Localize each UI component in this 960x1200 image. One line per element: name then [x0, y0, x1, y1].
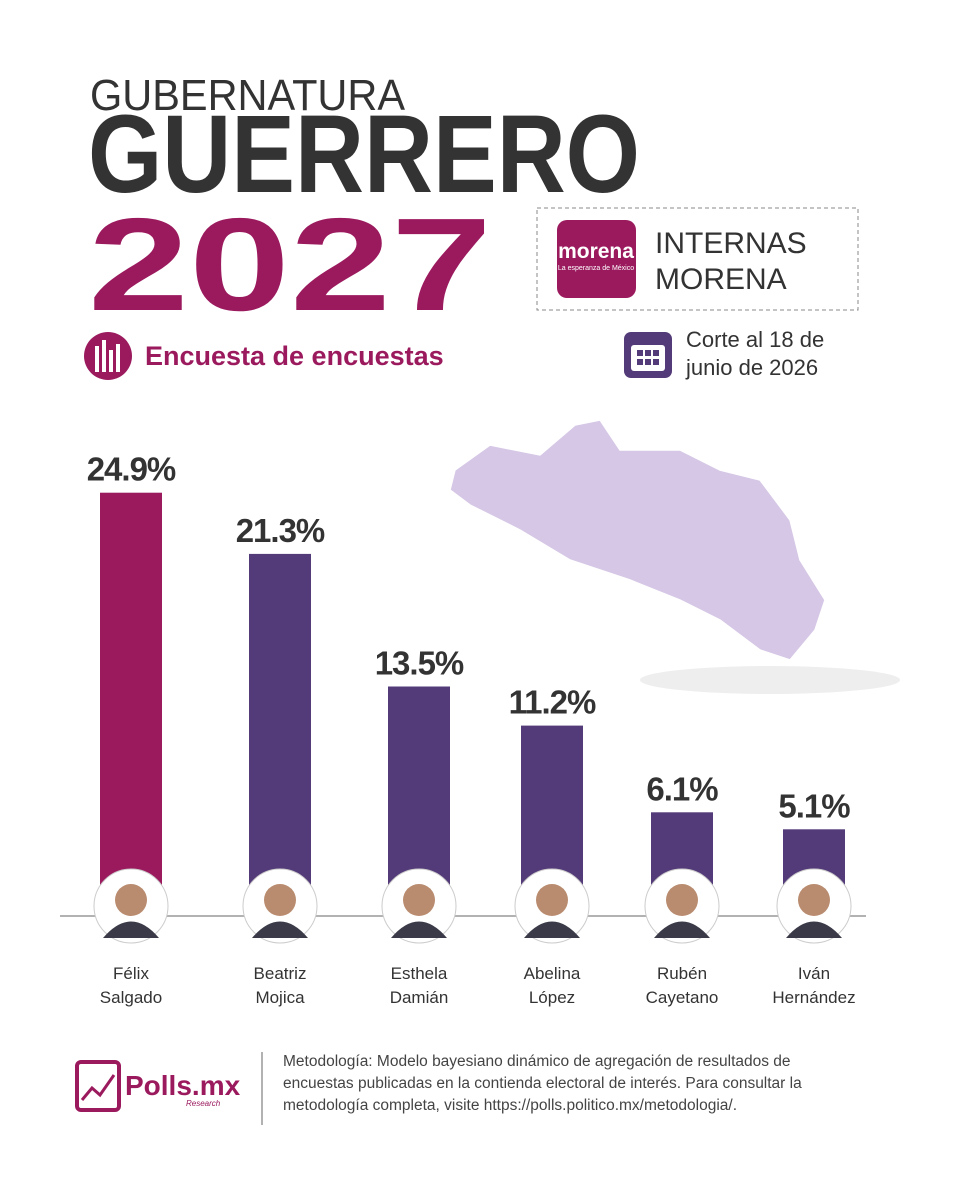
candidate-photo-body [786, 921, 842, 938]
methodology: Metodología: Modelo bayesiano dinámico d… [283, 1053, 802, 1114]
morena-tagline: La esperanza de México [558, 265, 634, 272]
x-tick-label: Esthela Damián [389, 964, 449, 1007]
candidate-photo-face [536, 884, 568, 916]
bar [100, 492, 162, 916]
candidate-photo-body [252, 921, 308, 938]
brand: Polls.mx [125, 1070, 241, 1101]
value-label: 13.5% [375, 645, 464, 682]
value-label: 6.1% [646, 770, 718, 807]
x-tick-label: Iván Hernández [772, 964, 856, 1007]
guerrero-map [449, 419, 826, 661]
section-icon-bars [95, 340, 120, 372]
x-tick-label: Beatriz Mojica [253, 964, 307, 1007]
candidate-photo-face [264, 884, 296, 916]
morena-logo [557, 220, 636, 298]
section-title: Encuesta de encuestas [145, 341, 444, 371]
value-label: 5.1% [778, 787, 850, 824]
calendar-face [631, 345, 665, 371]
badge-box [536, 207, 859, 311]
x-tick-label: Abelina López [523, 964, 581, 1007]
candidate-photo-body [654, 921, 710, 938]
map-shadow [640, 666, 900, 694]
year-title: 2027 [88, 191, 492, 338]
polls-logo [75, 1060, 121, 1112]
calendar-dots [637, 350, 659, 365]
x-tick-label: Félix Salgado [99, 964, 163, 1007]
candidate-photo-face [798, 884, 830, 916]
bar [249, 553, 311, 916]
candidate-photo-body [391, 921, 447, 938]
section-icon [84, 332, 132, 380]
brand-sub: Research [186, 1099, 221, 1108]
candidate-photo-body [103, 921, 159, 938]
morena-logo-text: morena [558, 240, 634, 263]
candidate-photo-face [403, 884, 435, 916]
kicker: GUBERNATURA [90, 71, 406, 120]
bars: 24.9% 21.3% 13.5% 11.2% 6.1% 5.1% [87, 451, 852, 944]
polls-logo-line [80, 1074, 116, 1101]
value-label: 21.3% [236, 512, 325, 549]
candidate-photo-body [524, 921, 580, 938]
badge-text: INTERNAS MORENA [655, 227, 807, 296]
cutoff: Corte al 18 de junio de 2026 [686, 327, 825, 380]
value-label: 11.2% [509, 684, 596, 721]
candidate-photo-face [666, 884, 698, 916]
candidate-photo-face [115, 884, 147, 916]
value-label: 24.9% [87, 451, 176, 488]
x-tick-label: Rubén Cayetano [645, 964, 719, 1007]
state-title: GUERRERO [88, 93, 640, 216]
